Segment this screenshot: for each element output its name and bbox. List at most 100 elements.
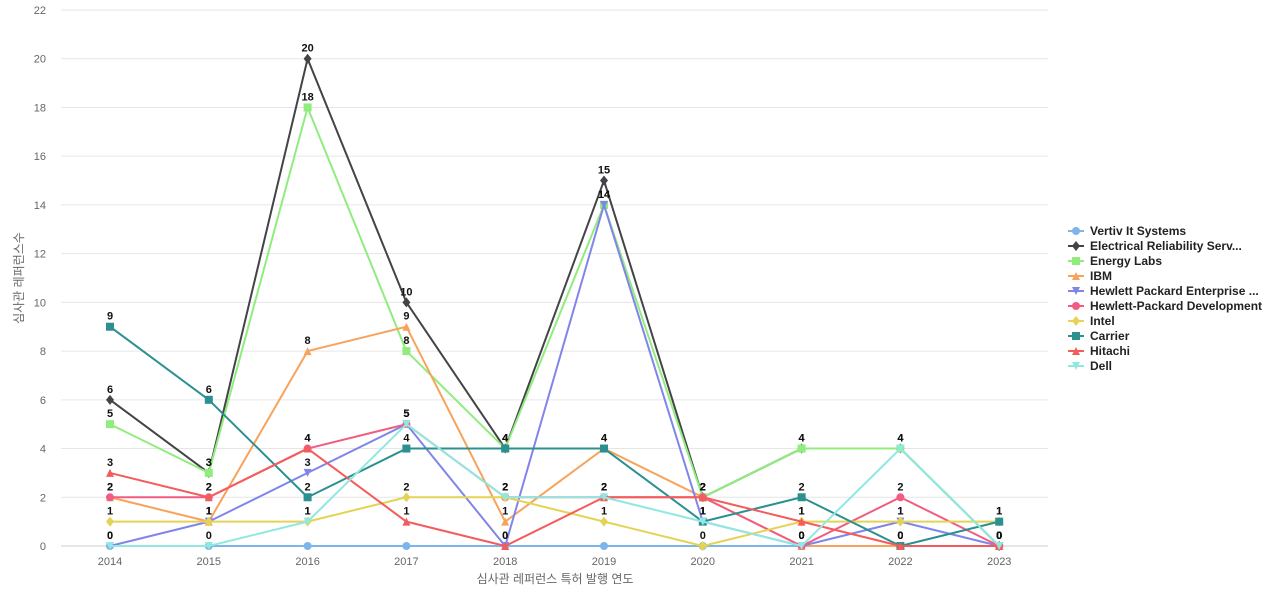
legend-marker (1072, 362, 1080, 370)
data-label: 2 (601, 481, 607, 493)
legend-item[interactable]: Electrical Reliability Serv... (1068, 239, 1242, 253)
data-point (995, 517, 1004, 526)
data-label: 2 (897, 481, 903, 493)
legend-item[interactable]: Energy Labs (1068, 254, 1162, 268)
legend-item[interactable]: Carrier (1068, 329, 1130, 343)
data-label: 4 (799, 433, 806, 445)
data-label: 2 (305, 481, 311, 493)
legend-label: Energy Labs (1090, 254, 1162, 268)
data-label: 1 (700, 506, 706, 518)
data-point (303, 103, 312, 112)
legend-marker (1072, 272, 1080, 280)
data-point (402, 347, 411, 356)
data-point (402, 297, 411, 308)
data-point (402, 420, 411, 429)
data-point (303, 468, 312, 477)
grid-lines (61, 9, 1048, 547)
data-label: 0 (996, 530, 1002, 542)
legend-item[interactable]: Dell (1068, 359, 1112, 373)
data-label: 0 (996, 530, 1002, 542)
legend-marker (1072, 347, 1080, 355)
data-point (303, 347, 312, 356)
y-tick-label: 16 (34, 151, 46, 163)
data-label: 2 (700, 481, 706, 493)
data-point (698, 493, 707, 502)
data-point (204, 468, 213, 477)
data-label: 14 (598, 189, 611, 201)
data-point (896, 542, 905, 550)
x-tick-label: 2023 (987, 556, 1011, 568)
data-label: 5 (107, 408, 113, 420)
data-point (797, 493, 806, 502)
data-label: 1 (305, 506, 311, 518)
y-tick-label: 4 (40, 444, 46, 456)
data-point (106, 394, 114, 405)
data-label: 8 (305, 335, 311, 347)
data-label: 0 (107, 530, 113, 542)
data-point (106, 468, 114, 477)
y-tick-label: 2 (40, 492, 46, 504)
data-label: 1 (700, 506, 706, 518)
data-label: 8 (403, 335, 409, 347)
legend-item[interactable]: IBM (1068, 269, 1112, 283)
data-label: 4 (305, 433, 312, 445)
data-label: 2 (107, 481, 113, 493)
data-point (797, 444, 806, 453)
legend-marker (1072, 287, 1080, 295)
data-label: 6 (107, 384, 113, 396)
data-label: 3 (305, 457, 311, 469)
y-tick-label: 20 (34, 54, 46, 66)
data-label: 0 (996, 530, 1002, 542)
data-point (402, 322, 411, 331)
data-label: 0 (107, 530, 113, 542)
data-point (106, 493, 114, 502)
y-tick-label: 18 (34, 102, 46, 114)
data-label: 9 (107, 311, 113, 323)
data-label: 1 (601, 506, 607, 518)
data-label: 2 (799, 481, 805, 493)
data-point (600, 493, 608, 502)
legend-item[interactable]: Hewlett Packard Enterprise ... (1068, 284, 1259, 298)
data-label: 0 (799, 530, 805, 542)
data-label: 1 (403, 506, 409, 518)
data-label: 1 (799, 506, 805, 518)
data-label: 20 (301, 43, 313, 55)
data-point (797, 517, 806, 526)
series-line (110, 423, 1000, 547)
data-label: 5 (403, 408, 409, 420)
data-label: 0 (799, 530, 805, 542)
data-label: 2 (403, 481, 409, 493)
data-label: 1 (897, 506, 903, 518)
legend-item[interactable]: Intel (1068, 314, 1115, 328)
series-line (109, 325, 1000, 547)
legend-label: Hewlett-Packard Development (1090, 299, 1262, 313)
legend-marker (1072, 332, 1080, 340)
legend-item[interactable]: Vertiv It Systems (1068, 224, 1186, 238)
data-label: 1 (107, 506, 113, 518)
data-label: 3 (107, 457, 113, 469)
legend-label: Vertiv It Systems (1090, 224, 1186, 238)
series-line (109, 447, 1000, 547)
data-point (896, 516, 905, 527)
data-point (797, 542, 806, 550)
x-tick-label: 2018 (493, 556, 517, 568)
data-point (698, 517, 707, 526)
data-label: 5 (403, 408, 409, 420)
y-tick-label: 14 (34, 200, 46, 212)
data-label: 0 (897, 530, 903, 542)
data-label: 18 (301, 91, 313, 103)
data-label: 4 (502, 433, 509, 445)
data-point (896, 493, 905, 502)
data-point (106, 542, 114, 550)
legend-item[interactable]: Hitachi (1068, 344, 1130, 358)
legend-label: Electrical Reliability Serv... (1090, 239, 1242, 253)
data-label: 1 (799, 506, 805, 518)
data-point (896, 444, 905, 453)
legend-label: Carrier (1090, 329, 1130, 343)
data-label: 0 (996, 530, 1002, 542)
legend-item[interactable]: Hewlett-Packard Development (1068, 299, 1262, 313)
